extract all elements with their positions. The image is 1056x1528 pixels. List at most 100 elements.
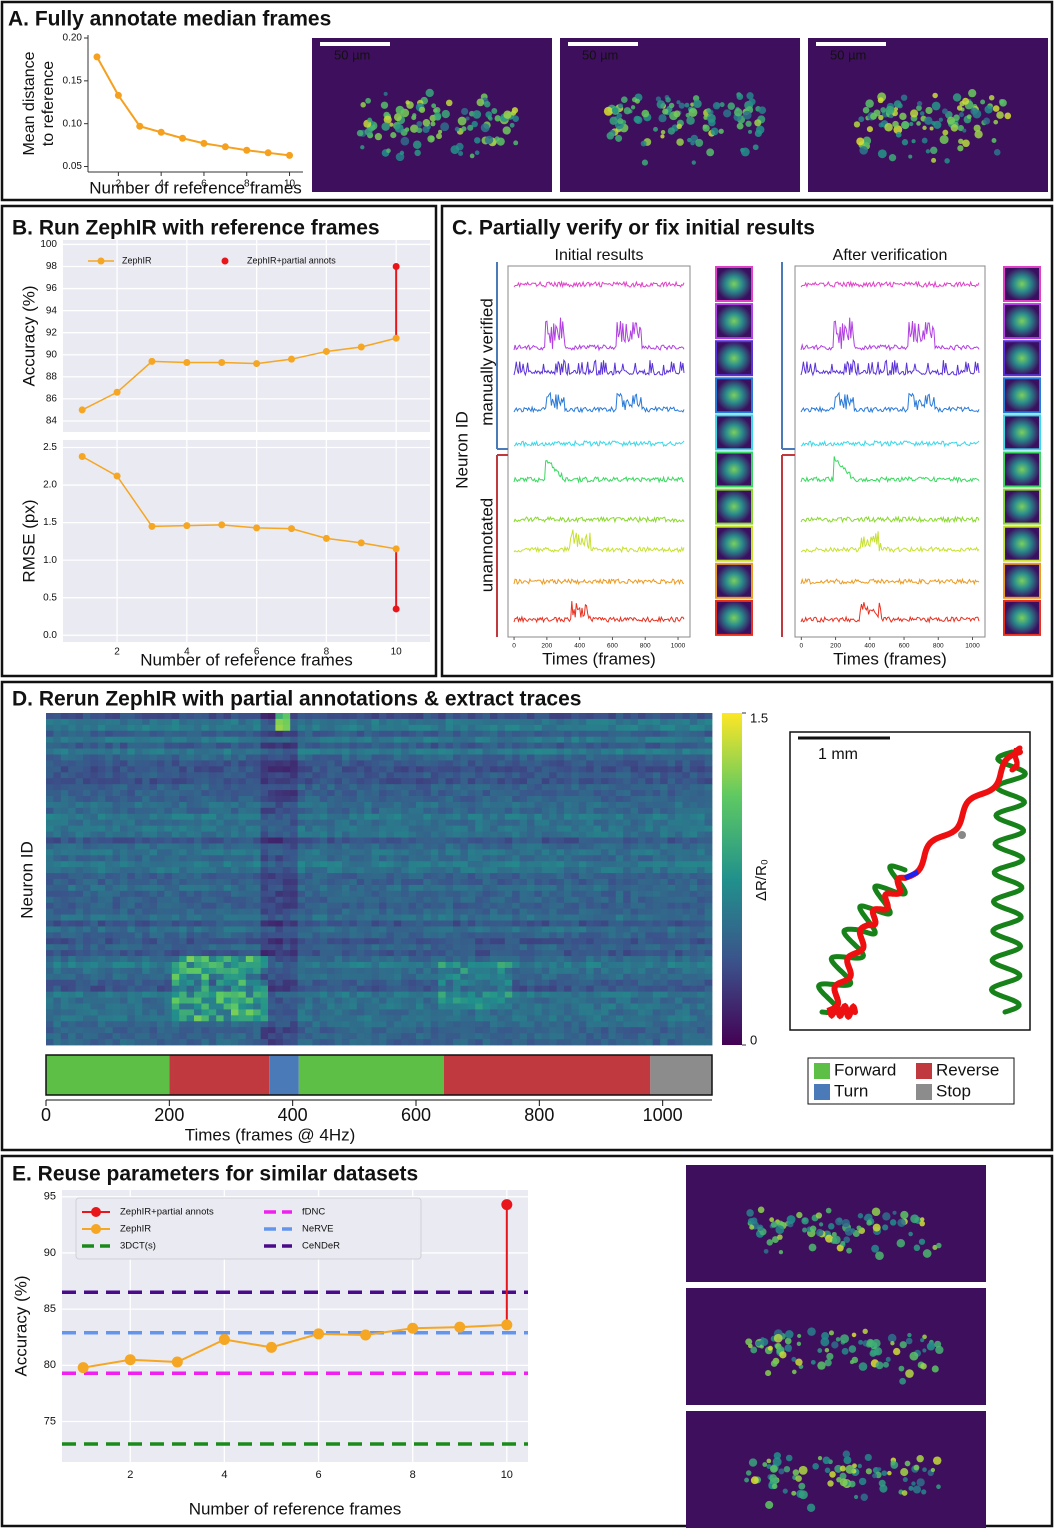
- heatmap-cell: [194, 713, 202, 719]
- heatmap-cell: [201, 921, 209, 927]
- heatmap-cell: [61, 915, 69, 921]
- heatmap-cell: [483, 909, 491, 915]
- heatmap-cell: [668, 873, 676, 879]
- cell-blob: [758, 106, 766, 114]
- heatmap-cell: [668, 814, 676, 820]
- heatmap-cell: [690, 873, 698, 879]
- heatmap-cell: [416, 855, 424, 861]
- heatmap-cell: [542, 980, 550, 986]
- heatmap-cell: [290, 921, 298, 927]
- heatmap-cell: [238, 1004, 246, 1010]
- heatmap-cell: [335, 731, 343, 737]
- heatmap-cell: [638, 879, 646, 885]
- heatmap-cell: [201, 802, 209, 808]
- heatmap-cell: [475, 766, 483, 772]
- heatmap-cell: [127, 861, 135, 867]
- heatmap-cell: [416, 743, 424, 749]
- heatmap-cell: [312, 838, 320, 844]
- heatmap-cell: [682, 731, 690, 737]
- heatmap-cell: [98, 950, 106, 956]
- heatmap-cell: [490, 891, 498, 897]
- heatmap-cell: [194, 903, 202, 909]
- cell-blob: [942, 130, 948, 136]
- heatmap-cell: [298, 974, 306, 980]
- heatmap-cell: [305, 861, 313, 867]
- heatmap-cell: [164, 790, 172, 796]
- heatmap-cell: [557, 950, 565, 956]
- heatmap-cell: [690, 838, 698, 844]
- trace: [801, 517, 979, 522]
- heatmap-cell: [579, 998, 587, 1004]
- heatmap-cell: [601, 992, 609, 998]
- heatmap-cell: [505, 932, 513, 938]
- heatmap-cell: [697, 915, 705, 921]
- heatmap-cell: [261, 891, 269, 897]
- heatmap-cell: [231, 867, 239, 873]
- heatmap-cell: [53, 980, 61, 986]
- heatmap-cell: [83, 873, 91, 879]
- heatmap-cell: [438, 778, 446, 784]
- heatmap-cell: [705, 968, 713, 974]
- heatmap-cell: [579, 772, 587, 778]
- heatmap-cell: [90, 1004, 98, 1010]
- heatmap-cell: [623, 755, 631, 761]
- heatmap-cell: [638, 755, 646, 761]
- heatmap-cell: [564, 838, 572, 844]
- cell-blob: [944, 158, 949, 163]
- heatmap-cell: [194, 760, 202, 766]
- heatmap-cell: [261, 838, 269, 844]
- heatmap-cell: [483, 861, 491, 867]
- heatmap-cell: [505, 968, 513, 974]
- legend-label: ZephIR: [122, 255, 152, 265]
- heatmap-cell: [705, 974, 713, 980]
- heatmap-cell: [298, 932, 306, 938]
- heatmap-cell: [386, 772, 394, 778]
- heatmap-cell: [520, 755, 528, 761]
- heatmap-cell: [401, 861, 409, 867]
- heatmap-cell: [224, 838, 232, 844]
- heatmap-cell: [127, 719, 135, 725]
- heatmap-cell: [261, 719, 269, 725]
- heatmap-cell: [53, 713, 61, 719]
- heatmap-cell: [379, 915, 387, 921]
- heatmap-cell: [542, 838, 550, 844]
- heatmap-cell: [557, 921, 565, 927]
- heatmap-cell: [394, 749, 402, 755]
- heatmap-cell: [238, 802, 246, 808]
- heatmap-cell: [542, 832, 550, 838]
- heatmap-cell: [520, 980, 528, 986]
- heatmap-cell: [224, 980, 232, 986]
- heatmap-cell: [645, 713, 653, 719]
- heatmap-cell: [697, 968, 705, 974]
- heatmap-cell: [527, 808, 535, 814]
- heatmap-cell: [76, 891, 84, 897]
- heatmap-cell: [423, 938, 431, 944]
- heatmap-cell: [401, 944, 409, 950]
- heatmap-cell: [349, 820, 357, 826]
- heatmap-cell: [690, 980, 698, 986]
- heatmap-cell: [357, 772, 365, 778]
- heatmap-cell: [579, 737, 587, 743]
- heatmap-cell: [608, 713, 616, 719]
- heatmap-cell: [98, 879, 106, 885]
- heatmap-cell: [653, 879, 661, 885]
- heatmap-cell: [216, 938, 224, 944]
- heatmap-cell: [616, 725, 624, 731]
- heatmap-cell: [120, 944, 128, 950]
- heatmap-cell: [298, 980, 306, 986]
- heatmap-cell: [275, 790, 283, 796]
- heatmap-cell: [431, 725, 439, 731]
- heatmap-cell: [586, 737, 594, 743]
- heatmap-cell: [453, 873, 461, 879]
- heatmap-cell: [305, 950, 313, 956]
- heatmap-cell: [61, 725, 69, 731]
- heatmap-cell: [668, 749, 676, 755]
- heatmap-cell: [490, 932, 498, 938]
- heatmap-cell: [660, 867, 668, 873]
- heatmap-cell: [120, 766, 128, 772]
- heatmap-cell: [505, 737, 513, 743]
- heatmap-cell: [534, 820, 542, 826]
- heatmap-cell: [349, 992, 357, 998]
- heatmap-cell: [53, 968, 61, 974]
- heatmap-cell: [275, 725, 283, 731]
